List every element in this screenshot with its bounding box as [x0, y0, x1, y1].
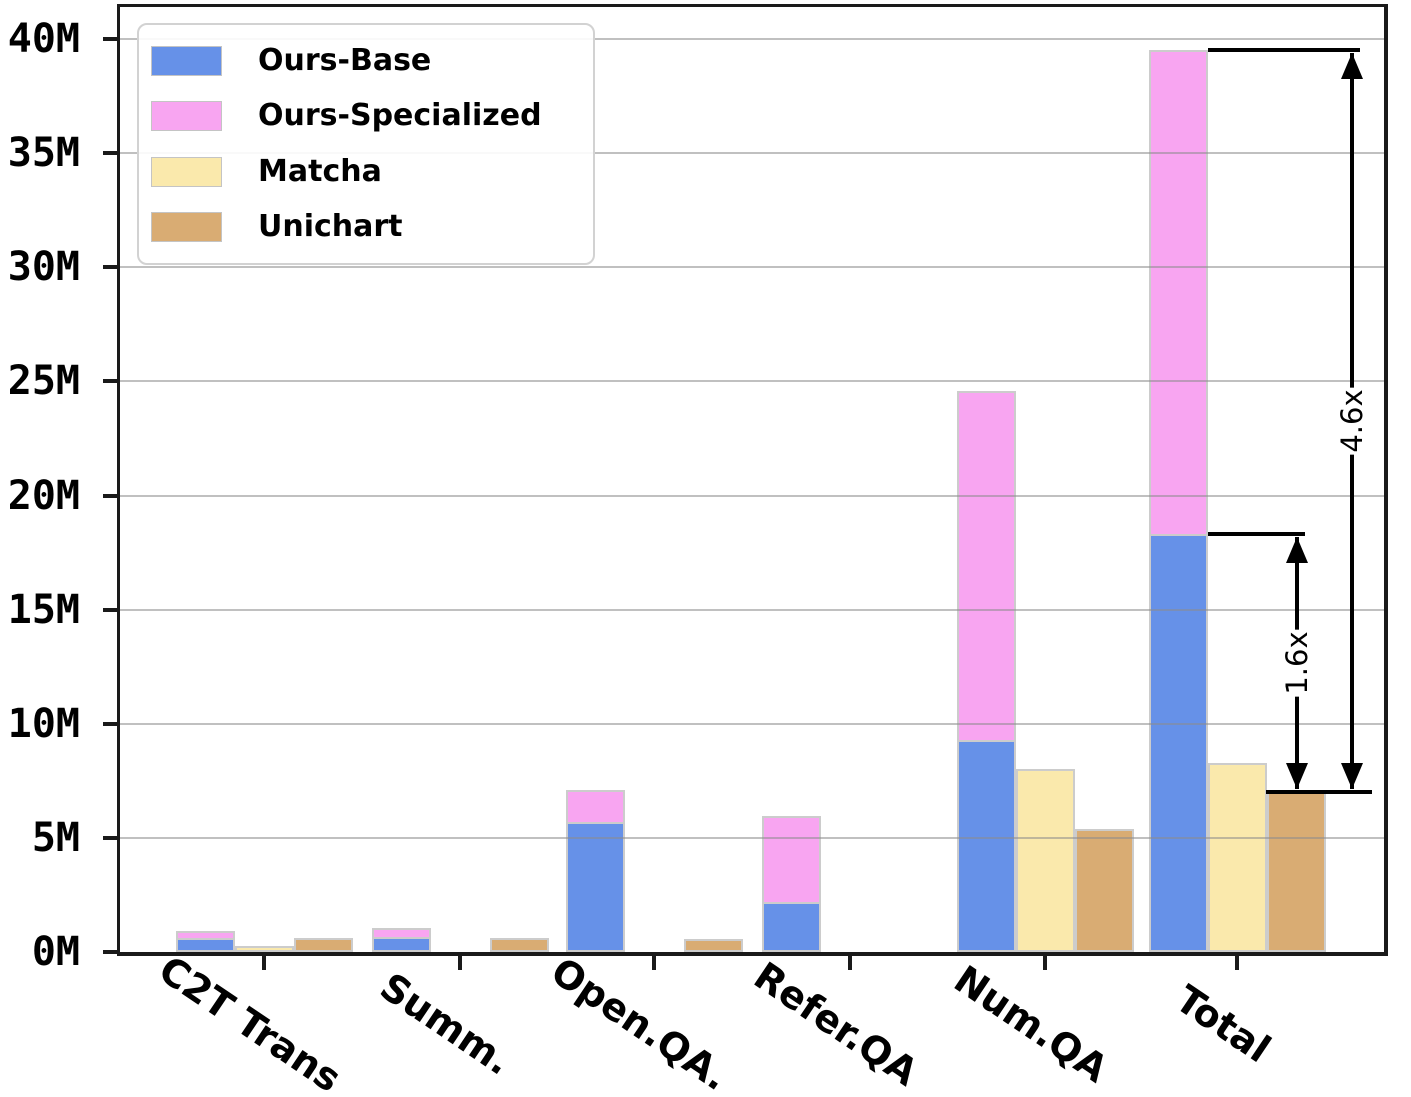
x-tickmark-3	[848, 956, 852, 970]
bar-ours-base-2	[565, 821, 625, 952]
bar-ours-specialized-5	[1148, 50, 1208, 535]
annotation-leader-4.6x	[1208, 48, 1360, 53]
y-tick-label-0M: 0M	[31, 929, 80, 975]
y-tickmark-0M	[103, 950, 117, 954]
y-tick-label-25M: 25M	[7, 358, 80, 405]
y-tick-label-20M: 20M	[7, 472, 80, 519]
bar-ours-base-0	[175, 938, 235, 952]
bar-ours-base-4	[956, 739, 1016, 952]
bar-ours-specialized-4	[956, 390, 1016, 740]
x-tick-label-text: Total	[1167, 976, 1279, 1072]
legend-item-matcha: Matcha	[151, 153, 593, 189]
y-tickmark-5M	[103, 835, 117, 840]
bar-ours-specialized-0	[175, 931, 235, 939]
gridline-20M	[120, 494, 1384, 497]
y-tickmark-40M	[103, 37, 117, 41]
bar-ours-base-3	[761, 901, 821, 952]
x-tickmark-0	[262, 956, 266, 970]
gridline-35M	[120, 152, 1384, 155]
y-tick-label-15M: 15M	[7, 586, 80, 633]
bar-ours-base-1	[371, 937, 431, 952]
x-tick-label-text: C2T Trans	[150, 947, 350, 1097]
bar-unichart-4	[1074, 828, 1134, 952]
y-tickmark-30M	[103, 265, 117, 270]
annotation-arrow-up-4.6x	[1341, 53, 1363, 80]
y-tick-label-40M: 40M	[7, 16, 80, 62]
baseline-marker	[1266, 790, 1372, 795]
bar-matcha-0	[234, 946, 294, 952]
y-tick-label-10M: 10M	[7, 700, 80, 747]
bar-unichart-1	[489, 938, 549, 952]
legend-label-ours-specialized: Ours-Specialized	[258, 98, 542, 134]
annotation-label-text: 1.6x	[1276, 629, 1318, 697]
legend-swatch-ours-specialized	[151, 101, 222, 132]
y-tick-label-5M: 5M	[31, 814, 80, 861]
y-tickmark-20M	[103, 493, 117, 498]
x-tick-label-text: Open.QA.	[543, 948, 737, 1097]
x-tickmark-1	[458, 956, 462, 970]
bar-matcha-5	[1207, 762, 1267, 952]
annotation-arrow-down-4.6x	[1341, 763, 1363, 790]
legend: Ours-Base Ours-Specialized Matcha Unichart	[137, 23, 595, 265]
gridline-30M	[120, 266, 1384, 269]
bar-ours-specialized-2	[565, 789, 625, 822]
bar-unichart-2	[683, 939, 743, 952]
y-tickmark-15M	[103, 607, 117, 612]
bar-unichart-5	[1266, 792, 1326, 952]
x-tick-label-text: Num.QA	[946, 956, 1116, 1092]
y-tick-label-30M: 30M	[7, 244, 80, 291]
plot-area	[117, 4, 1388, 956]
y-tickmark-10M	[103, 721, 117, 726]
y-tickmark-35M	[103, 151, 117, 156]
bar-ours-specialized-1	[371, 928, 431, 938]
legend-item-ours-base: Ours-Base	[151, 42, 593, 78]
legend-swatch-matcha	[151, 156, 222, 187]
legend-item-ours-specialized: Ours-Specialized	[151, 98, 593, 134]
bar-ours-base-5	[1148, 534, 1208, 952]
x-tick-label-text: Summ.	[372, 964, 520, 1084]
legend-swatch-unichart	[151, 212, 222, 243]
annotation-label-text: 4.6x	[1331, 387, 1373, 455]
gridline-40M	[120, 38, 1384, 40]
gridline-5M	[120, 836, 1384, 839]
legend-label-ours-base: Ours-Base	[258, 42, 432, 78]
legend-label-matcha: Matcha	[258, 153, 382, 189]
bar-matcha-4	[1015, 769, 1075, 952]
x-tick-label-text: Refer.QA	[746, 953, 926, 1095]
legend-item-unichart: Unichart	[151, 209, 593, 245]
annotation-arrow-down-1.6x	[1286, 763, 1308, 790]
legend-label-unichart: Unichart	[258, 209, 403, 245]
annotation-leader-1.6x	[1208, 532, 1305, 537]
bar-unichart-0	[293, 938, 353, 952]
x-tickmark-2	[652, 956, 656, 970]
x-tickmark-5	[1235, 956, 1239, 970]
y-tickmark-25M	[103, 379, 117, 384]
x-tickmark-4	[1043, 956, 1047, 970]
annotation-arrow-up-1.6x	[1286, 537, 1308, 564]
gridline-15M	[120, 608, 1384, 611]
bar-ours-specialized-3	[761, 816, 821, 902]
gridline-10M	[120, 722, 1384, 725]
legend-swatch-ours-base	[151, 45, 222, 76]
y-tick-label-35M: 35M	[7, 130, 80, 177]
gridline-25M	[120, 380, 1384, 383]
